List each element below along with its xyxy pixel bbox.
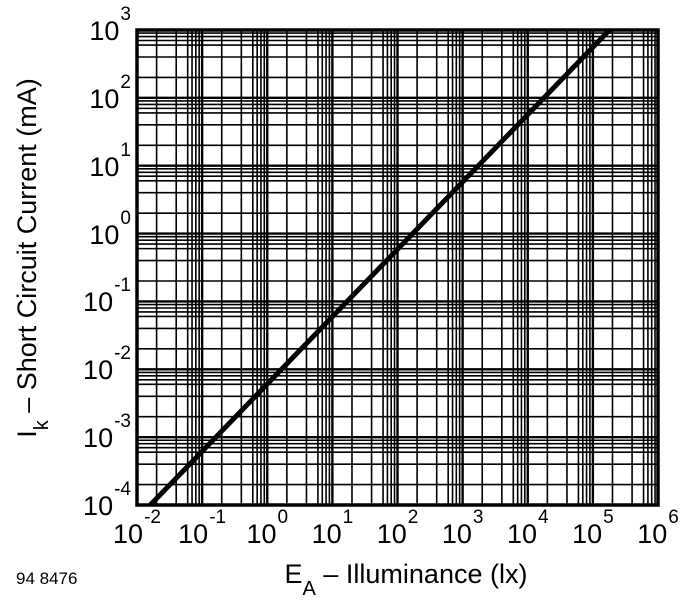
x-tick-label: 104 (506, 507, 549, 549)
x-tick-label: 103 (441, 507, 484, 549)
x-tick-label: 106 (637, 507, 679, 549)
y-tick-label: 103 (89, 4, 131, 46)
y-tick-label: 10-2 (83, 343, 131, 386)
tick-exponent: -2 (144, 507, 161, 528)
x-tick-label: 101 (311, 507, 354, 549)
y-tick-label: 10-1 (83, 275, 131, 318)
x-tick-label: 102 (376, 507, 419, 549)
y-axis-symbol: I (11, 430, 42, 438)
x-tick-label: 10-1 (178, 507, 227, 549)
y-axis-title: Ik – Short Circuit Current (mA) (11, 78, 53, 438)
y-tick-label: 10-4 (83, 479, 131, 521)
tick-exponent: 1 (342, 507, 354, 528)
tick-exponent: 0 (120, 207, 131, 229)
tick-exponent: -3 (114, 411, 131, 433)
y-tick-label: 100 (89, 207, 131, 250)
data-line (148, 30, 612, 505)
tick-exponent: 3 (120, 4, 131, 25)
y-tick-label: 10-3 (83, 411, 131, 454)
plot-border (135, 28, 660, 507)
x-axis-symbol: E (284, 558, 303, 589)
tick-exponent: 2 (407, 507, 419, 528)
tick-exponent: -1 (209, 507, 227, 528)
x-axis-title-text: – Illuminance (lx) (315, 558, 528, 589)
tick-exponent: 5 (603, 507, 614, 528)
y-tick-label: 101 (89, 139, 131, 182)
y-tick-label: 102 (89, 71, 131, 114)
tick-exponent: -1 (114, 275, 131, 297)
x-axis-title: EA – Illuminance (lx) (284, 558, 528, 599)
tick-exponent: -4 (114, 479, 131, 500)
tick-exponent: -2 (114, 343, 131, 365)
x-tick-label: 10-2 (113, 507, 161, 549)
x-tick-label: 100 (246, 507, 289, 549)
tick-exponent: 1 (120, 139, 131, 161)
y-axis-symbol-subscript: k (31, 420, 54, 431)
figure-code: 94 8476 (16, 569, 78, 588)
tick-exponent: 6 (668, 507, 679, 528)
tick-exponent: 2 (120, 71, 131, 93)
x-axis-symbol-subscript: A (302, 578, 316, 601)
y-axis-title-text: – Short Circuit Current (mA) (11, 78, 42, 421)
x-tick-label: 105 (572, 507, 614, 549)
tick-exponent: 0 (277, 507, 289, 528)
tick-exponent: 3 (472, 507, 484, 528)
tick-exponent: 4 (537, 507, 549, 528)
